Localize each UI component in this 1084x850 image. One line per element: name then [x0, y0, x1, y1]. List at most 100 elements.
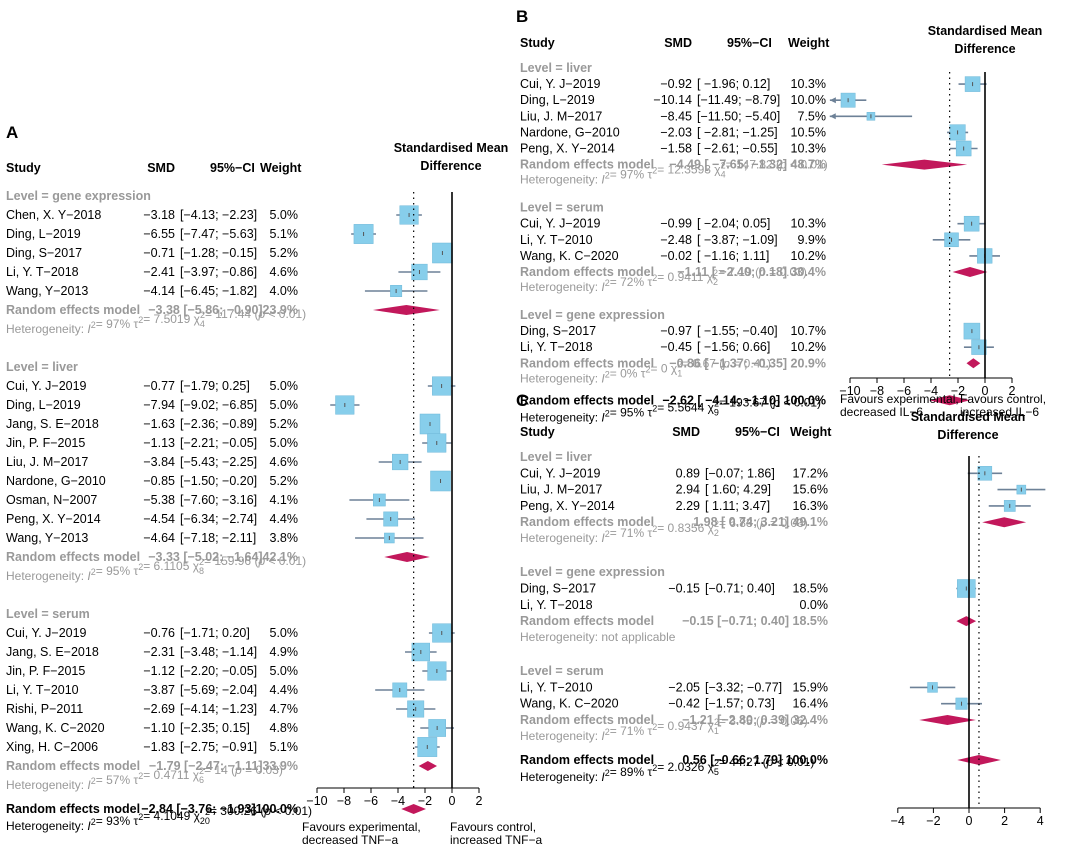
heterogeneity-part: χ: [194, 809, 201, 823]
smd-value: −2.69: [143, 702, 175, 716]
study-name: Ding, L−2019: [6, 227, 81, 241]
ci-value: [−6.34; −2.74]: [180, 512, 257, 526]
ci-value: [−11.50; −5.40]: [697, 109, 780, 123]
ci-value: [−1.71; 0.20]: [180, 626, 250, 640]
heterogeneity-part: = 117.44 (: [205, 307, 258, 321]
study-name: Li, Y. T−2018: [520, 598, 593, 612]
group-label: Level = serum: [6, 607, 90, 621]
weight-value: 4.6%: [270, 455, 299, 469]
favours-left: decreased TNF−a: [302, 833, 398, 847]
panel-letter: B: [516, 7, 528, 26]
heterogeneity-part: 20: [200, 816, 210, 826]
heterogeneity-part: χ: [707, 270, 714, 284]
heterogeneity-part: = 300.26 (: [210, 804, 264, 818]
heterogeneity-part: 2: [91, 567, 96, 577]
heterogeneity-part: p: [263, 804, 271, 818]
weight-value: 3.8%: [270, 531, 299, 545]
smd-value: −1.63: [143, 417, 175, 431]
weight-value: 7.5%: [798, 109, 827, 123]
smd-value: −0.92: [660, 77, 692, 91]
arrow-marker: [829, 97, 836, 104]
study-name: Peng, X. Y−2014: [520, 142, 615, 156]
heterogeneity-part: Heterogeneity:: [520, 173, 601, 187]
heterogeneity-part: 2: [138, 771, 143, 781]
subgroup-summary-values: −1.11 [ −2.40; 0.18] 30.4%: [677, 265, 826, 279]
ci-value: [−2.75; −0.91]: [180, 740, 257, 754]
heterogeneity-part: = 0.03): [766, 265, 807, 279]
study-name: Osman, N−2007: [6, 493, 97, 507]
subgroup-heterogeneity: Heterogeneity: not applicable: [520, 630, 676, 644]
heterogeneity-part: 1: [677, 368, 682, 378]
subgroup-summary-values: −3.33 [−5.02; −1.64]42.1%: [148, 550, 298, 564]
study-name: Wang, Y−2013: [6, 531, 88, 545]
ci-value: [−2.21; −0.05]: [180, 436, 257, 450]
heterogeneity-part: I: [87, 569, 91, 583]
heterogeneity-part: < 0.01): [773, 755, 814, 769]
study-name: Cui, Y. J−2019: [6, 379, 87, 393]
heterogeneity-part: 2: [714, 758, 719, 768]
x-tick-label: −2: [951, 384, 965, 398]
arrow-marker: [829, 113, 836, 120]
heterogeneity-part: p: [759, 714, 767, 728]
weight-value: 10.3%: [791, 217, 826, 231]
smd-value: −3.87: [143, 683, 175, 697]
heterogeneity-part: 2: [605, 768, 610, 778]
heterogeneity-part: χ: [708, 719, 715, 733]
ci-value: [ −2.61; −0.55]: [697, 142, 778, 156]
study-name: Jang, S. E−2018: [6, 417, 99, 431]
heterogeneity-part: 2: [605, 529, 610, 539]
heterogeneity-part: 2: [652, 763, 657, 773]
ci-value: [−2.36; −0.89]: [180, 417, 257, 431]
subgroup-summary-label: Random effects model: [520, 356, 654, 370]
heterogeneity-part: 9: [714, 407, 719, 417]
panel-a: A Standardised Mean Difference Study SMD 95%−…: [6, 123, 542, 847]
group-label: Level = liver: [520, 450, 592, 464]
study-name: Jang, S. E−2018: [6, 645, 99, 659]
weight-value: 0.0%: [800, 598, 829, 612]
panel-letter: C: [516, 391, 528, 410]
smd-value: −0.77: [143, 379, 175, 393]
weight-value: 5.0%: [270, 398, 299, 412]
heterogeneity-part: Heterogeneity:: [520, 410, 601, 424]
smd-value: −0.99: [660, 217, 692, 231]
chart-title: Difference: [937, 428, 998, 442]
heterogeneity-part: Heterogeneity:: [6, 569, 87, 583]
x-tick-label: 2: [476, 794, 483, 808]
heterogeneity-part: 2: [714, 717, 719, 727]
heterogeneity-part: Heterogeneity:: [6, 819, 87, 833]
heterogeneity-part: 1: [714, 726, 719, 736]
study-name: Jin, P. F−2015: [6, 664, 85, 678]
overall-heterogeneity: Heterogeneity: I2= 95% τ2= 5.5644 χ92= 1…: [520, 395, 821, 424]
subgroup-heterogeneity: Heterogeneity: I2= 97% τ2= 12.3593 χ42= …: [520, 158, 828, 187]
study-name: Ding, L−2019: [520, 93, 595, 107]
chart-title: Difference: [954, 42, 1015, 56]
heterogeneity-part: = 44.27 (: [719, 755, 767, 769]
heterogeneity-part: = 0%: [610, 366, 641, 380]
heterogeneity-part: 6: [199, 775, 204, 785]
group-label: Level = gene expression: [520, 565, 665, 579]
heterogeneity-part: 5: [714, 767, 719, 777]
heterogeneity-part: 2: [652, 166, 657, 176]
heterogeneity-part: 2: [605, 278, 610, 288]
column-header-study: Study: [520, 36, 555, 50]
heterogeneity-part: = 0.41): [730, 356, 771, 370]
heterogeneity-part: τ: [641, 366, 646, 380]
heterogeneity-part: p: [779, 158, 787, 172]
subgroup-summary-values: −1.21 [−2.80; 0.39] 32.4%: [682, 713, 828, 727]
heterogeneity-part: 2: [199, 557, 204, 567]
heterogeneity-part: 8: [199, 566, 204, 576]
summary-diamond: [372, 305, 440, 315]
smd-value: −2.05: [668, 680, 700, 694]
heterogeneity-part: < 0.01): [271, 804, 312, 818]
heterogeneity-part: p: [766, 755, 774, 769]
subgroup-heterogeneity: Heterogeneity: I2= 72% τ2= 0.9411 χ22= 7…: [520, 265, 807, 294]
heterogeneity-part: τ: [647, 168, 652, 182]
heterogeneity-part: 2: [605, 408, 610, 418]
overall-summary-values: −2.84 [−3.76; −1.93]100.0%: [141, 802, 298, 816]
weight-value: 5.2%: [270, 246, 299, 260]
subgroup-summary-values: −1.79 [−2.47; −1.11]33.9%: [149, 759, 298, 773]
heterogeneity-part: = 7.19 (: [718, 265, 759, 279]
group-label: Level = liver: [520, 61, 592, 75]
weight-value: 4.8%: [270, 721, 299, 735]
